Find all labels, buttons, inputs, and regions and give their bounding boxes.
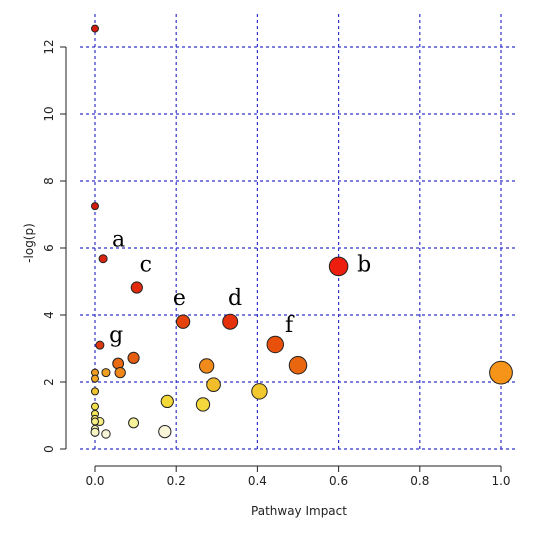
data-point-27 (91, 417, 99, 426)
data-point-1 (91, 202, 99, 211)
annotation-b: b (357, 252, 371, 277)
x-axis-label: Pathway Impact (251, 504, 347, 518)
x-tick-label-1: 0.2 (167, 474, 186, 488)
data-point-32 (158, 424, 172, 439)
data-point-7 (266, 335, 284, 354)
y-tick-label-6: 12 (42, 39, 56, 54)
data-point-23 (91, 402, 99, 411)
annotation-d: d (228, 286, 242, 311)
y-axis-label: -log(p) (22, 223, 36, 263)
data-point-17 (91, 374, 99, 383)
data-point-11 (127, 351, 140, 364)
data-point-14 (198, 358, 215, 374)
annotations: a b c d e f g (109, 227, 371, 347)
data-point-3 (328, 256, 349, 277)
data-point-8 (288, 356, 308, 375)
data-points (90, 24, 513, 439)
grid-lines (80, 14, 518, 450)
y-tick-label-1: 2 (42, 378, 56, 386)
data-point-2 (98, 254, 108, 264)
data-point-30 (90, 427, 100, 437)
annotation-c: c (140, 252, 152, 277)
data-point-0 (91, 24, 99, 33)
data-point-9 (489, 360, 513, 385)
x-tick-label-2: 0.4 (248, 474, 267, 488)
axes (65, 47, 501, 467)
annotation-a: a (112, 227, 125, 252)
data-point-28 (128, 417, 140, 429)
data-point-19 (91, 387, 99, 396)
data-point-5 (175, 314, 191, 329)
data-point-6 (222, 313, 239, 330)
data-point-18 (206, 377, 221, 393)
data-point-31 (101, 429, 111, 439)
data-point-10 (95, 340, 105, 350)
y-tick-label-3: 6 (42, 244, 56, 252)
x-axis-ticks: 0.0 0.2 0.4 0.6 0.8 1.0 (85, 466, 511, 488)
annotation-f: f (285, 313, 295, 338)
y-tick-label-0: 0 (42, 445, 56, 453)
data-point-13 (114, 366, 126, 379)
y-tick-label-4: 8 (42, 177, 56, 185)
x-tick-label-3: 0.6 (329, 474, 348, 488)
data-point-15 (101, 368, 111, 378)
data-point-22 (195, 397, 211, 412)
data-point-21 (160, 394, 174, 409)
y-tick-label-5: 10 (42, 106, 56, 121)
x-tick-label-0: 0.0 (85, 474, 104, 488)
y-axis-ticks: 0 2 4 6 8 10 12 (42, 39, 66, 453)
y-tick-label-2: 4 (42, 311, 56, 319)
x-tick-label-5: 1.0 (491, 474, 510, 488)
annotation-e: e (173, 286, 186, 311)
data-point-4 (130, 281, 143, 294)
data-point-20 (251, 383, 268, 400)
annotation-g: g (109, 323, 123, 348)
x-tick-label-4: 0.8 (410, 474, 429, 488)
